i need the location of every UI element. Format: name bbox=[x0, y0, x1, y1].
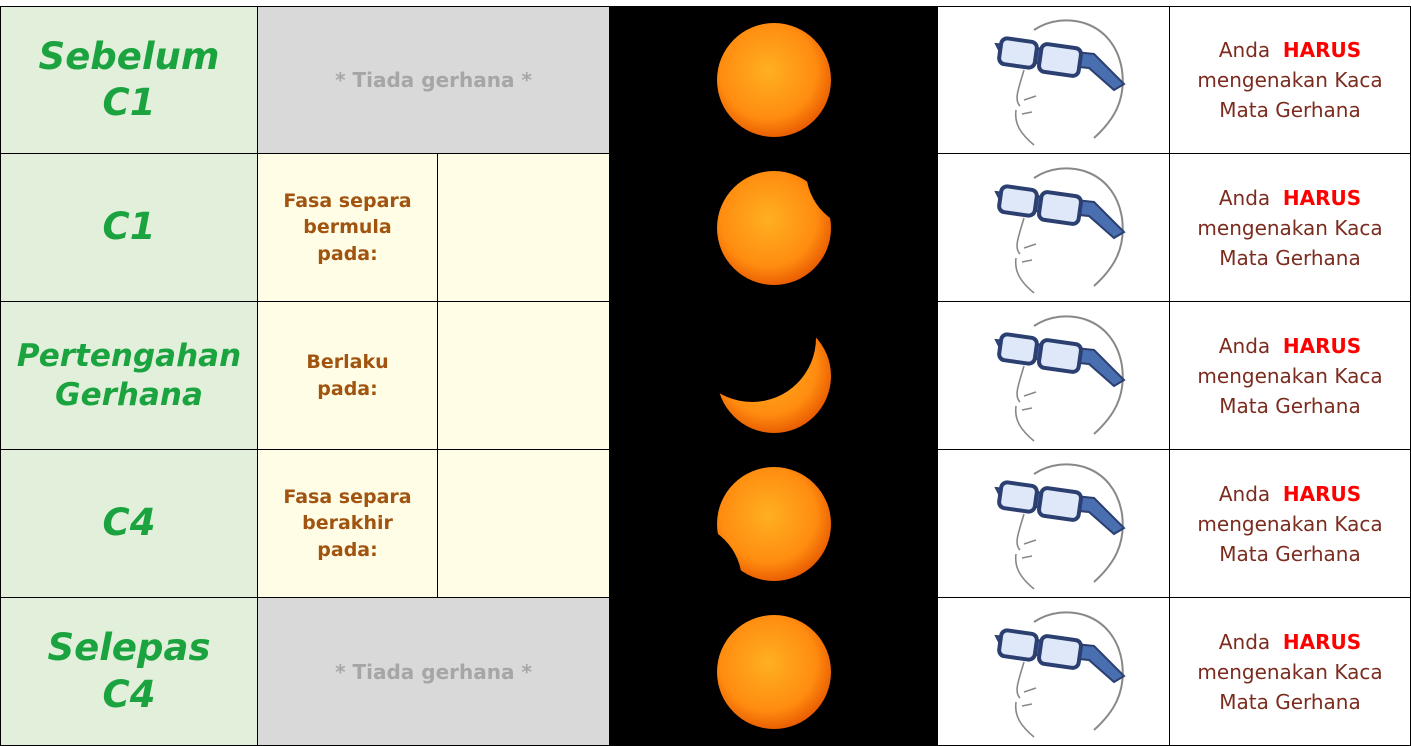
stage-label: Selepas bbox=[48, 625, 211, 671]
notice-line: Anda HARUS bbox=[1188, 331, 1393, 361]
phase-text: Fasa separa berakhir pada: bbox=[283, 484, 413, 564]
sun-image bbox=[704, 158, 844, 298]
sun-image bbox=[704, 454, 844, 594]
stage-cell: C1 bbox=[0, 154, 258, 302]
glasses-cell bbox=[937, 598, 1170, 746]
stage-label: C4 bbox=[103, 500, 156, 546]
notice-pre: Anda bbox=[1219, 186, 1270, 210]
notice-post: mengenakan Kaca Mata Gerhana bbox=[1188, 213, 1393, 273]
notice-pre: Anda bbox=[1219, 334, 1270, 358]
no-eclipse-cell: * Tiada gerhana * bbox=[258, 6, 610, 154]
stage-label: Gerhana bbox=[55, 376, 203, 415]
phase-cell: Fasa separa berakhir pada: bbox=[258, 450, 438, 598]
notice-emphasis: HARUS bbox=[1283, 186, 1361, 210]
phase-text: Fasa separa bermula pada: bbox=[283, 188, 413, 268]
glasses-icon bbox=[974, 10, 1134, 150]
notice-post: mengenakan Kaca Mata Gerhana bbox=[1188, 65, 1393, 125]
glasses-icon bbox=[974, 454, 1134, 594]
sun-image bbox=[704, 306, 844, 446]
notice-pre: Anda bbox=[1219, 482, 1270, 506]
phase-cell: Berlaku pada: bbox=[258, 302, 438, 450]
stage-label: C1 bbox=[103, 80, 156, 126]
notice-line: Anda HARUS bbox=[1188, 183, 1393, 213]
time-cell bbox=[438, 450, 610, 598]
glasses-cell bbox=[937, 302, 1170, 450]
sun-cell bbox=[610, 598, 937, 746]
stage-label: Sebelum bbox=[39, 34, 220, 80]
phase-text: Berlaku pada: bbox=[283, 349, 413, 402]
no-eclipse-text: * Tiada gerhana * bbox=[335, 660, 532, 684]
glasses-cell bbox=[937, 6, 1170, 154]
notice-emphasis: HARUS bbox=[1283, 482, 1361, 506]
notice-post: mengenakan Kaca Mata Gerhana bbox=[1188, 509, 1393, 569]
sun-cell bbox=[610, 302, 937, 450]
notice-emphasis: HARUS bbox=[1283, 334, 1361, 358]
notice-emphasis: HARUS bbox=[1283, 630, 1361, 654]
sun-image bbox=[704, 602, 844, 742]
sun-cell bbox=[610, 154, 937, 302]
phase-cell: Fasa separa bermula pada: bbox=[258, 154, 438, 302]
no-eclipse-cell: * Tiada gerhana * bbox=[258, 598, 610, 746]
time-cell bbox=[438, 302, 610, 450]
page: SebelumC1* Tiada gerhana * Anda HARUSmen… bbox=[0, 0, 1411, 746]
notice-line: Anda HARUS bbox=[1188, 479, 1393, 509]
glasses-icon bbox=[974, 602, 1134, 742]
glasses-cell bbox=[937, 154, 1170, 302]
stage-label: Pertengahan bbox=[17, 337, 241, 376]
stage-cell: C4 bbox=[0, 450, 258, 598]
stage-label: C1 bbox=[103, 204, 156, 250]
stage-label: C4 bbox=[103, 672, 156, 718]
sun-cell bbox=[610, 450, 937, 598]
sun-cell bbox=[610, 6, 937, 154]
notice-post: mengenakan Kaca Mata Gerhana bbox=[1188, 361, 1393, 421]
notice-pre: Anda bbox=[1219, 38, 1270, 62]
notice-post: mengenakan Kaca Mata Gerhana bbox=[1188, 657, 1393, 717]
notice-emphasis: HARUS bbox=[1283, 38, 1361, 62]
glasses-icon bbox=[974, 306, 1134, 446]
time-cell bbox=[438, 154, 610, 302]
notice-pre: Anda bbox=[1219, 630, 1270, 654]
no-eclipse-text: * Tiada gerhana * bbox=[335, 68, 532, 92]
glasses-icon bbox=[974, 158, 1134, 298]
notice-line: Anda HARUS bbox=[1188, 35, 1393, 65]
sun-image bbox=[704, 10, 844, 150]
notice-line: Anda HARUS bbox=[1188, 627, 1393, 657]
glasses-cell bbox=[937, 450, 1170, 598]
